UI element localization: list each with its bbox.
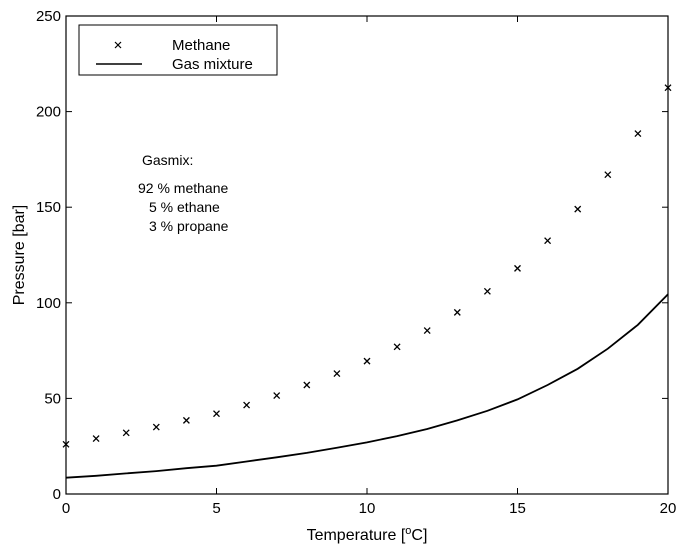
y-tick-label: 200 [36, 104, 61, 121]
y-tick-label: 150 [36, 199, 61, 216]
legend: Methane Gas mixture [78, 24, 278, 76]
methane-point [483, 287, 491, 295]
x-axis-label-superscript: o [405, 525, 411, 537]
legend-marker-methane [114, 41, 122, 49]
methane-point [273, 392, 281, 399]
legend-label-methane: Methane [172, 37, 230, 54]
annotation-line-methane: 92 % methane [138, 180, 228, 196]
annotation-title: Gasmix: [142, 152, 193, 168]
x-tick-label: 15 [509, 500, 526, 517]
x-axis-label: Temperature [oC] [307, 525, 428, 544]
methane-point [303, 381, 311, 389]
methane-point [363, 357, 371, 365]
x-tick-label: 0 [62, 500, 70, 517]
plot-frame [65, 15, 669, 495]
methane-point [544, 237, 552, 245]
x-tick-label: 10 [359, 500, 376, 517]
methane-point [664, 84, 672, 92]
methane-point [92, 435, 100, 443]
methane-point [453, 308, 461, 316]
y-tick-label: 100 [36, 295, 61, 312]
annotation-line-ethane: 5 % ethane [149, 199, 220, 215]
y-axis-label: Pressure [bar] [11, 205, 28, 305]
methane-point [393, 343, 401, 351]
x-tick-label: 5 [212, 500, 220, 517]
gas-mixture-line [65, 293, 669, 479]
methane-point [122, 429, 130, 437]
series-gas-mixture [65, 293, 669, 479]
plot-area [65, 15, 669, 495]
legend-label-gas-mixture: Gas mixture [172, 56, 253, 73]
x-tick-label: 20 [660, 500, 677, 517]
methane-point [152, 423, 160, 431]
y-tick-label: 50 [44, 390, 61, 407]
methane-point [182, 416, 190, 424]
methane-point [514, 264, 521, 272]
methane-point [213, 410, 220, 418]
methane-point [243, 401, 251, 409]
legend-box [78, 24, 278, 76]
methane-point [423, 327, 431, 334]
y-tick-label: 250 [36, 8, 61, 25]
axis-ticks [65, 15, 669, 495]
series-methane [62, 84, 672, 448]
gasmix-annotation: Gasmix: 92 % methane 5 % ethane 3 % prop… [138, 152, 229, 234]
methane-point [604, 171, 612, 179]
y-tick-label: 0 [53, 486, 61, 503]
annotation-line-propane: 3 % propane [149, 218, 229, 234]
methane-point [634, 130, 642, 138]
methane-point [574, 205, 582, 213]
methane-point [62, 440, 70, 448]
methane-point [333, 370, 341, 378]
